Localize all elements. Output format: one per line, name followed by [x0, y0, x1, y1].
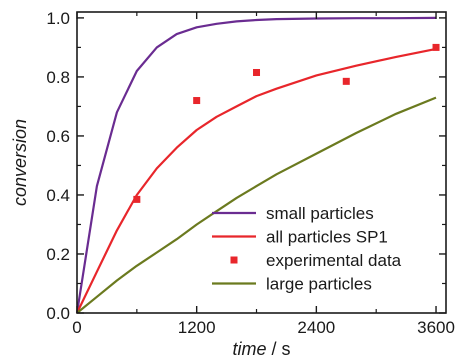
data-point — [432, 43, 440, 51]
y-tick-label: 0.4 — [46, 186, 70, 205]
x-axis-label: time / s — [232, 339, 290, 359]
y-tick-label: 0.6 — [46, 127, 70, 146]
x-tick-label: 3600 — [417, 318, 455, 337]
legend-label: large particles — [266, 275, 372, 294]
legend: small particles all particles SP1 experime… — [212, 204, 402, 294]
plot-area — [75, 16, 440, 314]
data-point — [342, 77, 350, 85]
x-tick-label: 0 — [72, 318, 81, 337]
plot-frame — [76, 11, 447, 314]
x-axis-label-italic: time — [232, 339, 266, 359]
y-tick-label: 1.0 — [46, 9, 70, 28]
legend-label: small particles — [266, 204, 374, 223]
x-tick-label: 1200 — [178, 318, 216, 337]
data-point — [133, 195, 141, 203]
data-point — [193, 97, 201, 105]
x-axis-label-unit: / s — [267, 339, 291, 359]
y-axis-label: conversion — [10, 119, 30, 206]
series-line-0 — [75, 16, 437, 314]
legend-label: experimental data — [266, 251, 402, 270]
y-tick-label: 0.8 — [46, 68, 70, 87]
x-tick-label: 2400 — [297, 318, 335, 337]
legend-swatch-marker — [230, 256, 238, 264]
series-line-1 — [76, 47, 437, 314]
data-point — [253, 68, 261, 76]
y-tick-label: 0.2 — [46, 245, 70, 264]
series-line-3 — [76, 96, 437, 314]
y-tick-label: 0.0 — [46, 304, 70, 323]
legend-label: all particles SP1 — [266, 228, 388, 247]
